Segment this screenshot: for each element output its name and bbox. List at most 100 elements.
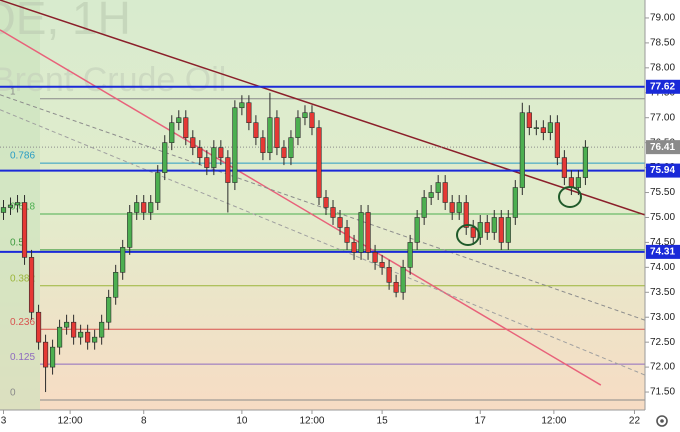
candle-body <box>225 157 231 183</box>
candle-body <box>498 217 504 243</box>
y-tick-label: 72.50 <box>650 337 675 348</box>
x-tick-label: 22 <box>629 416 641 427</box>
candle-body <box>141 202 147 213</box>
candle-body <box>14 202 21 206</box>
candle-body <box>533 127 539 129</box>
candle-body <box>295 117 301 138</box>
price-label: 77.62 <box>650 81 675 92</box>
last-price-label: 76.41 <box>650 142 675 153</box>
axes: 71.50 72.00 72.50 73.00 73.50 74.00 74.50 75.00… <box>1 13 680 427</box>
candle-body <box>526 112 532 128</box>
last-price-box <box>646 140 680 155</box>
annotation-circle <box>456 224 480 246</box>
candle-body <box>372 252 378 263</box>
candle-body <box>505 217 511 243</box>
fib-level-label: 0.786 <box>10 151 35 162</box>
candle-body <box>435 182 441 193</box>
candle-body <box>113 272 119 298</box>
fib-level-label: 0.5 <box>10 238 24 249</box>
price-label: 74.31 <box>650 247 675 258</box>
fib-level-label: 0.236 <box>10 317 35 328</box>
y-tick-label: 72.00 <box>650 362 675 373</box>
candle-body <box>358 212 364 253</box>
candle-body <box>239 102 245 109</box>
settings-hub[interactable] <box>660 419 664 423</box>
candle-body <box>197 147 203 158</box>
candle-body <box>540 127 546 133</box>
candle-body <box>344 227 350 243</box>
candle-body <box>99 321 105 338</box>
candle-body <box>393 282 399 293</box>
candle-body <box>162 142 168 173</box>
candle-body <box>519 112 525 188</box>
candle-body <box>7 204 14 208</box>
candle-body <box>35 311 42 343</box>
candle-body <box>0 207 7 213</box>
candle-body <box>491 217 497 233</box>
fib-level-label: 1 <box>10 86 16 97</box>
settings-gear[interactable] <box>656 415 668 427</box>
annotation-circle <box>558 186 582 208</box>
candle-body <box>428 192 434 198</box>
trend-line <box>0 0 645 216</box>
candle-body <box>281 147 287 158</box>
candle-body <box>575 177 581 188</box>
x-tick-label: 10 <box>236 416 248 427</box>
candle-body <box>134 202 140 213</box>
price-axis <box>645 0 680 432</box>
y-tick-label: 79.00 <box>650 13 675 24</box>
fib-level-label: 0.125 <box>10 352 35 363</box>
candle-body <box>148 202 154 213</box>
candle-body <box>260 137 266 153</box>
candle-body <box>442 182 448 203</box>
candle-body <box>323 197 329 208</box>
candle-body <box>582 146 588 178</box>
candle-body <box>169 122 175 143</box>
candle-body <box>64 321 70 328</box>
candle-body <box>50 346 56 368</box>
price-label-box <box>646 79 680 94</box>
y-tick-label: 78.50 <box>650 38 675 49</box>
candle-body <box>246 102 252 124</box>
candle-body <box>127 212 133 248</box>
x-tick-label: 15 <box>377 416 389 427</box>
x-tick-label: 8 <box>141 416 147 427</box>
candle-body <box>547 122 553 133</box>
candle-body <box>414 217 420 243</box>
candle-body <box>407 242 413 268</box>
candle-body <box>316 127 322 198</box>
candle-body <box>183 117 189 138</box>
candle-body <box>57 326 63 348</box>
candle-body <box>28 257 35 313</box>
candle-body <box>351 242 357 253</box>
x-tick-label: 3 <box>1 416 7 427</box>
candle-body <box>155 172 161 203</box>
price-label-box <box>646 244 680 259</box>
candle-body <box>400 267 406 293</box>
candle-body <box>253 122 259 138</box>
candle-body <box>204 157 210 168</box>
candle-body <box>78 331 84 338</box>
x-tick-label: 12:00 <box>541 416 566 427</box>
candle-body <box>106 296 112 323</box>
x-tick-label: 17 <box>475 416 487 427</box>
candle-body <box>274 117 280 148</box>
candle-body <box>561 157 567 178</box>
candle-body <box>330 207 336 218</box>
candle-body <box>267 117 273 153</box>
candle-body <box>463 202 469 228</box>
candle-body <box>379 262 385 268</box>
candle-body <box>449 202 455 213</box>
y-tick-label: 75.00 <box>650 212 675 223</box>
plot-background <box>0 0 645 410</box>
y-tick-label: 74.00 <box>650 262 675 273</box>
candle-body <box>484 222 490 233</box>
trend-line <box>0 94 645 321</box>
x-tick-label: 12:00 <box>299 416 324 427</box>
settings-icon[interactable] <box>656 415 668 427</box>
candle-body <box>176 117 182 124</box>
candle-body <box>470 227 476 238</box>
fib-level-label: 0.382 <box>10 273 35 284</box>
